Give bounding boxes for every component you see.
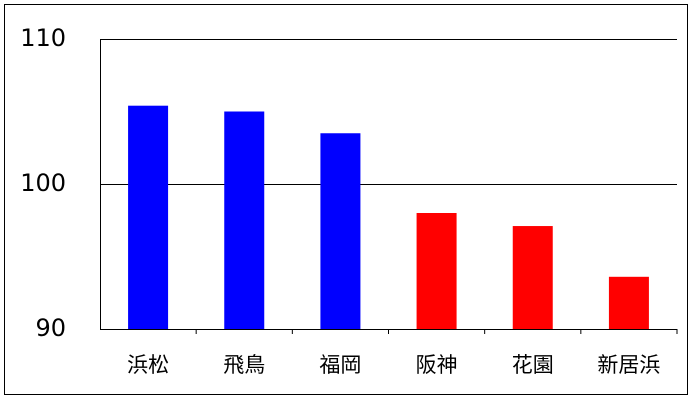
bar xyxy=(608,276,649,329)
bar xyxy=(416,213,457,329)
x-tick-label: 新居浜 xyxy=(597,353,660,377)
y-tick-label: 110 xyxy=(20,24,66,52)
bar xyxy=(320,133,361,329)
x-tick-label: 浜松 xyxy=(127,353,169,377)
x-tick-label: 阪神 xyxy=(416,353,458,377)
y-tick-label: 100 xyxy=(20,169,66,197)
bar xyxy=(128,105,169,329)
x-tick-label: 飛鳥 xyxy=(223,353,265,377)
y-tick-label: 90 xyxy=(35,314,66,342)
bar xyxy=(512,226,553,329)
x-tick-label: 花園 xyxy=(512,353,554,377)
x-tick-label: 福岡 xyxy=(319,353,361,377)
bar xyxy=(224,111,265,329)
